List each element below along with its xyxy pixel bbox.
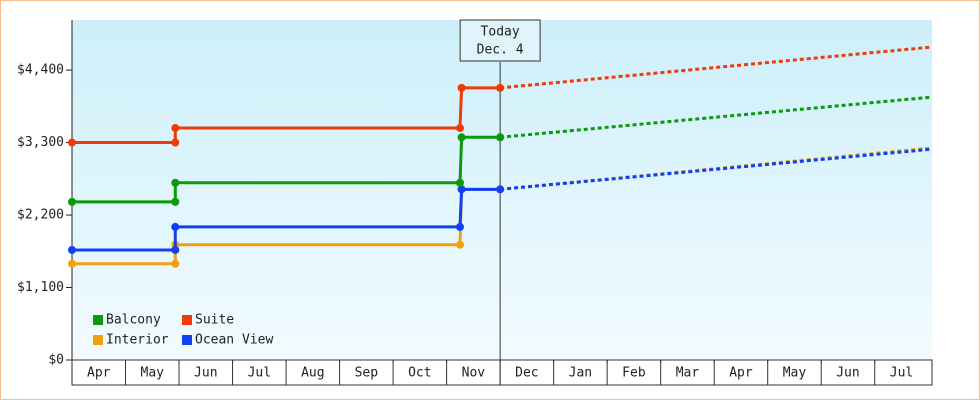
point: [496, 185, 505, 194]
legend-label: Balcony: [106, 313, 161, 328]
x-tick-label: Oct: [408, 366, 431, 381]
x-tick-label: May: [783, 366, 807, 381]
legend-swatch: [182, 315, 192, 325]
x-axis-band: [71, 359, 933, 386]
legend-label: Interior: [106, 333, 169, 348]
x-tick-label: Jul: [248, 366, 271, 381]
x-tick-label: Jun: [194, 366, 217, 381]
forecast-line: [499, 95, 933, 139]
x-tick-label: Mar: [676, 366, 700, 381]
x-tick-label: Nov: [462, 366, 486, 381]
legend-swatch: [93, 315, 103, 325]
x-tick-label: Apr: [87, 366, 111, 381]
x-tick-label: Dec: [515, 366, 538, 381]
series-line: [72, 86, 501, 145]
point: [455, 240, 464, 249]
y-tick-label: $3,300: [17, 135, 64, 150]
y-tick-label: $4,400: [17, 63, 64, 78]
point: [171, 197, 180, 206]
point: [171, 259, 180, 268]
point: [457, 83, 466, 92]
point: [171, 138, 180, 147]
today-label: Today: [481, 25, 520, 40]
point: [171, 124, 180, 133]
point: [171, 222, 180, 231]
legend-swatch: [182, 335, 192, 345]
x-tick-label: Jan: [569, 366, 592, 381]
x-tick-label: May: [141, 366, 165, 381]
legend-label: Ocean View: [195, 333, 273, 348]
point: [68, 138, 76, 147]
point: [496, 133, 505, 142]
x-tick-label: Jul: [890, 366, 913, 381]
x-tick-label: Sep: [355, 366, 379, 381]
point: [457, 133, 466, 142]
series-line: [72, 187, 501, 252]
point: [455, 178, 464, 187]
x-tick-label: Jun: [836, 366, 859, 381]
point: [457, 185, 466, 194]
point: [68, 245, 76, 254]
point: [171, 178, 180, 187]
legend-swatch: [93, 335, 103, 345]
forecast-line: [499, 147, 933, 191]
y-tick-label: $2,200: [17, 208, 64, 223]
series-line: [72, 135, 501, 204]
point: [68, 259, 76, 268]
x-tick-label: Aug: [301, 366, 324, 381]
point: [68, 197, 76, 206]
today-label: Dec. 4: [477, 43, 524, 58]
point: [171, 245, 180, 254]
x-tick-label: Feb: [622, 366, 646, 381]
y-tick-label: $0: [48, 353, 64, 368]
x-tick-label: Apr: [729, 366, 753, 381]
point: [496, 83, 505, 92]
point: [455, 124, 464, 133]
legend-label: Suite: [195, 313, 234, 328]
today-box: [459, 19, 541, 62]
point: [455, 222, 464, 231]
forecast-line: [499, 45, 933, 90]
y-tick-label: $1,100: [17, 280, 64, 295]
